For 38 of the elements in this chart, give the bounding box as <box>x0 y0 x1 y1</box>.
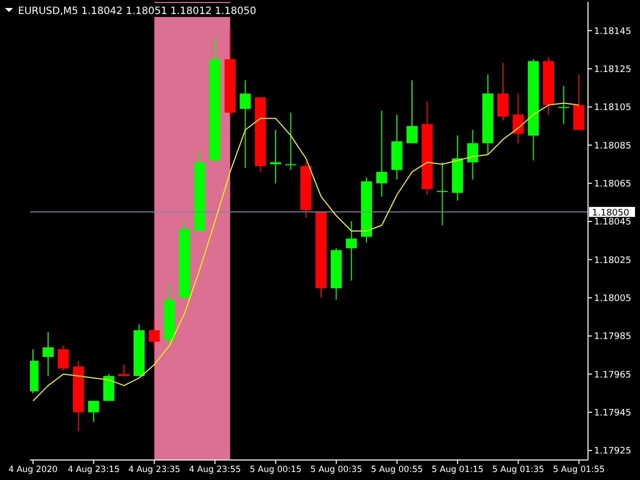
candlestick <box>558 85 570 125</box>
candlestick <box>346 220 357 282</box>
candlestick <box>42 332 54 377</box>
candlestick <box>148 320 160 350</box>
candlestick <box>436 162 448 226</box>
y-tick-label: 1.17945 <box>594 408 632 418</box>
y-tick-label: 1.18045 <box>594 218 632 228</box>
candlestick <box>240 80 251 169</box>
candlestick <box>406 80 418 144</box>
chart-title: EURUSD,M5 1.18042 1.18051 1.18012 1.18050 <box>18 6 256 17</box>
y-tick-label: 1.18085 <box>594 141 632 152</box>
candlestick <box>58 345 69 371</box>
x-tick-label: 5 Aug 00:55 <box>370 465 423 476</box>
y-tick-label: 1.18145 <box>594 26 632 37</box>
y-tick-label: 1.18065 <box>594 179 632 190</box>
x-tick-label: 4 Aug 23:55 <box>189 465 241 476</box>
x-tick-label: 5 Aug 01:35 <box>492 465 544 476</box>
candlestick <box>285 112 296 170</box>
y-tick-label: 1.17965 <box>594 370 632 380</box>
ref-line-label: 1.18050 <box>592 208 630 218</box>
candlestick <box>376 110 388 198</box>
y-tick-label: 1.18125 <box>594 64 632 75</box>
y-tick-label: 1.17985 <box>594 332 632 342</box>
x-tick-label: 5 Aug 00:15 <box>250 465 302 476</box>
x-tick-label: 5 Aug 01:15 <box>432 465 484 476</box>
candlestick <box>467 129 478 180</box>
candlestick <box>498 62 509 121</box>
x-tick-label: 4 Aug 2020 <box>8 465 58 476</box>
candlestick <box>88 400 100 422</box>
x-tick-label: 4 Aug 23:15 <box>68 465 120 476</box>
x-tick-label: 5 Aug 01:55 <box>552 465 605 476</box>
y-tick-label: 1.18105 <box>594 103 632 114</box>
y-tick-label: 1.18005 <box>594 294 632 304</box>
y-tick-label: 1.17925 <box>594 446 632 457</box>
candlestick <box>512 93 524 144</box>
x-tick-label: 5 Aug 00:35 <box>310 465 362 476</box>
x-tick-label: 4 Aug 23:35 <box>128 465 180 476</box>
y-tick-label: 1.18025 <box>594 256 632 266</box>
